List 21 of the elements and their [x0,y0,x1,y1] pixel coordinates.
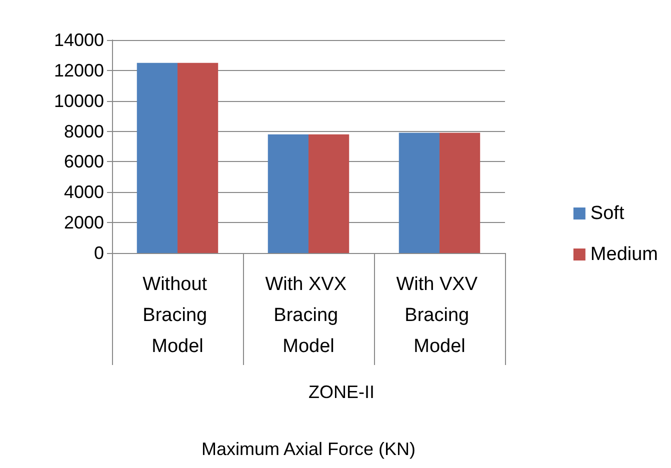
bar [178,62,218,253]
legend-label: Medium [590,244,658,265]
y-tick-label: 10000 [54,90,104,111]
x-axis-title: Maximum Axial Force (KN) [201,439,416,459]
x-tick-label: With VXV Bracing Model [396,274,483,357]
text: ZONE-II [308,382,374,402]
bar [136,62,178,253]
y-tick-label: 8000 [64,121,104,142]
y-tick-label: 4000 [64,182,104,202]
y-tick-label: 12000 [54,60,104,80]
y-tick-label: 14000 [54,30,104,50]
x-tick-label: Without Bracing Model [142,274,212,357]
bar [440,132,480,253]
legend-label: Soft [590,203,625,224]
y-tick-label: 2000 [64,212,104,233]
x-tick-label: With XVX Bracing Model [265,274,352,357]
y-tick-label: 0 [94,243,104,263]
bar [398,132,440,253]
bar [268,134,308,253]
y-tick-label: 6000 [64,152,104,172]
bar [308,134,350,253]
